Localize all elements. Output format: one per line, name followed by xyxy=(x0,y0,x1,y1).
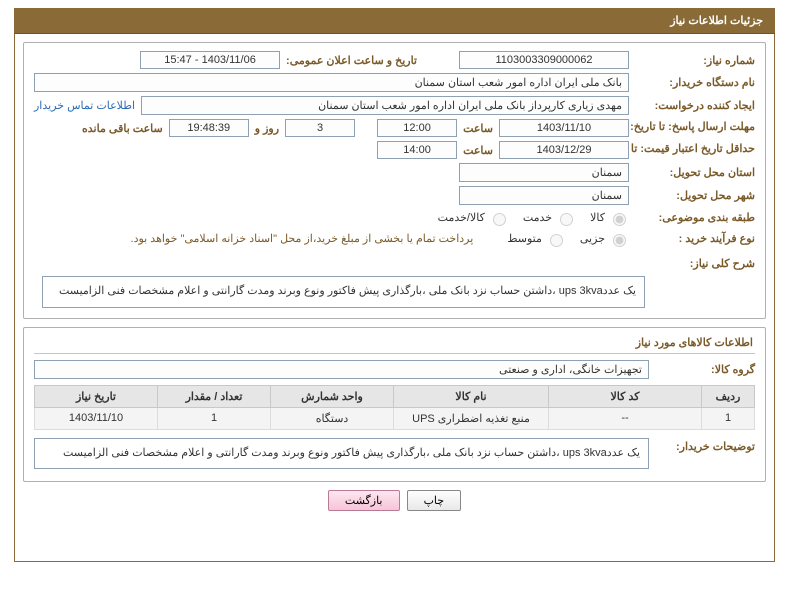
reply-deadline-date: 1403/11/10 xyxy=(499,119,629,137)
delivery-city-label: شهر محل تحویل: xyxy=(635,187,755,204)
requester-label: ایجاد کننده درخواست: xyxy=(635,97,755,114)
requester-value: مهدی زیاری کارپرداز بانک ملی ایران اداره… xyxy=(141,96,629,115)
cell-code: -- xyxy=(549,407,702,429)
buyer-org-value: بانک ملی ایران اداره امور شعب استان سمنا… xyxy=(34,73,629,92)
delivery-city-value: سمنان xyxy=(459,186,629,205)
countdown-value: 19:48:39 xyxy=(169,119,249,137)
time-label-2: ساعت xyxy=(463,142,493,159)
reply-deadline-time: 12:00 xyxy=(377,119,457,137)
th-date: تاریخ نیاز xyxy=(35,385,158,407)
opt-goods[interactable]: کالا xyxy=(590,210,629,226)
delivery-province-value: سمنان xyxy=(459,163,629,182)
purchase-note: پرداخت تمام یا بخشی از مبلغ خرید،از محل … xyxy=(131,232,474,245)
th-unit: واحد شمارش xyxy=(271,385,394,407)
buyer-desc-text: یک عددups 3kva ،داشتن حساب نزد بانک ملی … xyxy=(34,438,649,470)
need-number-value: 1103003309000062 xyxy=(459,51,629,69)
buyer-org-label: نام دستگاه خریدار: xyxy=(635,74,755,91)
summary-label: شرح کلی نیاز: xyxy=(655,255,755,272)
info-panel: شماره نیاز: 1103003309000062 تاریخ و ساع… xyxy=(23,42,766,319)
announce-label: تاریخ و ساعت اعلان عمومی: xyxy=(286,52,417,69)
announce-value: 1403/11/06 - 15:47 xyxy=(140,51,280,69)
validity-time: 14:00 xyxy=(377,141,457,159)
cell-unit: دستگاه xyxy=(271,407,394,429)
print-button[interactable]: چاپ xyxy=(407,490,462,511)
items-panel: اطلاعات کالاهای مورد نیاز گروه کالا: تجه… xyxy=(23,327,766,483)
button-bar: چاپ بازگشت xyxy=(23,490,766,511)
opt-medium[interactable]: متوسط xyxy=(507,231,566,247)
buyer-desc-label: توضیحات خریدار: xyxy=(655,438,755,455)
table-row: 1 -- منبع تغذیه اضطراری UPS دستگاه 1 140… xyxy=(35,407,755,429)
opt-partial[interactable]: جزیی xyxy=(580,231,629,247)
subject-class-label: طبقه بندی موضوعی: xyxy=(635,209,755,226)
validity-label: حداقل تاریخ اعتبار قیمت: تا تاریخ: xyxy=(635,141,755,158)
contact-link[interactable]: اطلاعات تماس خریدار xyxy=(34,99,135,112)
radio-service[interactable] xyxy=(560,213,573,226)
items-section-title: اطلاعات کالاهای مورد نیاز xyxy=(34,332,755,354)
th-code: کد کالا xyxy=(549,385,702,407)
validity-date: 1403/12/29 xyxy=(499,141,629,159)
opt-service[interactable]: خدمت xyxy=(523,210,576,226)
delivery-province-label: استان محل تحویل: xyxy=(635,164,755,181)
time-label-1: ساعت xyxy=(463,120,493,137)
need-number-label: شماره نیاز: xyxy=(635,52,755,69)
goods-group-label: گروه کالا: xyxy=(655,361,755,378)
th-name: نام کالا xyxy=(394,385,549,407)
radio-goods[interactable] xyxy=(613,213,626,226)
radio-goods-service[interactable] xyxy=(493,213,506,226)
th-qty: تعداد / مقدار xyxy=(158,385,271,407)
reply-deadline-label: مهلت ارسال پاسخ: تا تاریخ: xyxy=(635,119,755,136)
cell-name: منبع تغذیه اضطراری UPS xyxy=(394,407,549,429)
cell-qty: 1 xyxy=(158,407,271,429)
page-title: جزئیات اطلاعات نیاز xyxy=(670,15,763,27)
purchase-type-label: نوع فرآیند خرید : xyxy=(635,230,755,247)
radio-partial[interactable] xyxy=(613,234,626,247)
summary-text: یک عددups 3kva ،داشتن حساب نزد بانک ملی … xyxy=(42,276,645,308)
cell-date: 1403/11/10 xyxy=(35,407,158,429)
days-and-label: روز و xyxy=(255,120,279,137)
cell-row: 1 xyxy=(702,407,755,429)
opt-goods-service[interactable]: کالا/خدمت xyxy=(438,210,509,226)
goods-group-value: تجهیزات خانگی، اداری و صنعتی xyxy=(34,360,649,379)
days-value: 3 xyxy=(285,119,355,137)
radio-medium[interactable] xyxy=(550,234,563,247)
back-button[interactable]: بازگشت xyxy=(328,490,400,511)
items-table: ردیف کد کالا نام کالا واحد شمارش تعداد /… xyxy=(34,385,755,430)
page-title-bar: جزئیات اطلاعات نیاز xyxy=(14,8,775,34)
remaining-label: ساعت باقی مانده xyxy=(82,120,163,137)
th-row: ردیف xyxy=(702,385,755,407)
